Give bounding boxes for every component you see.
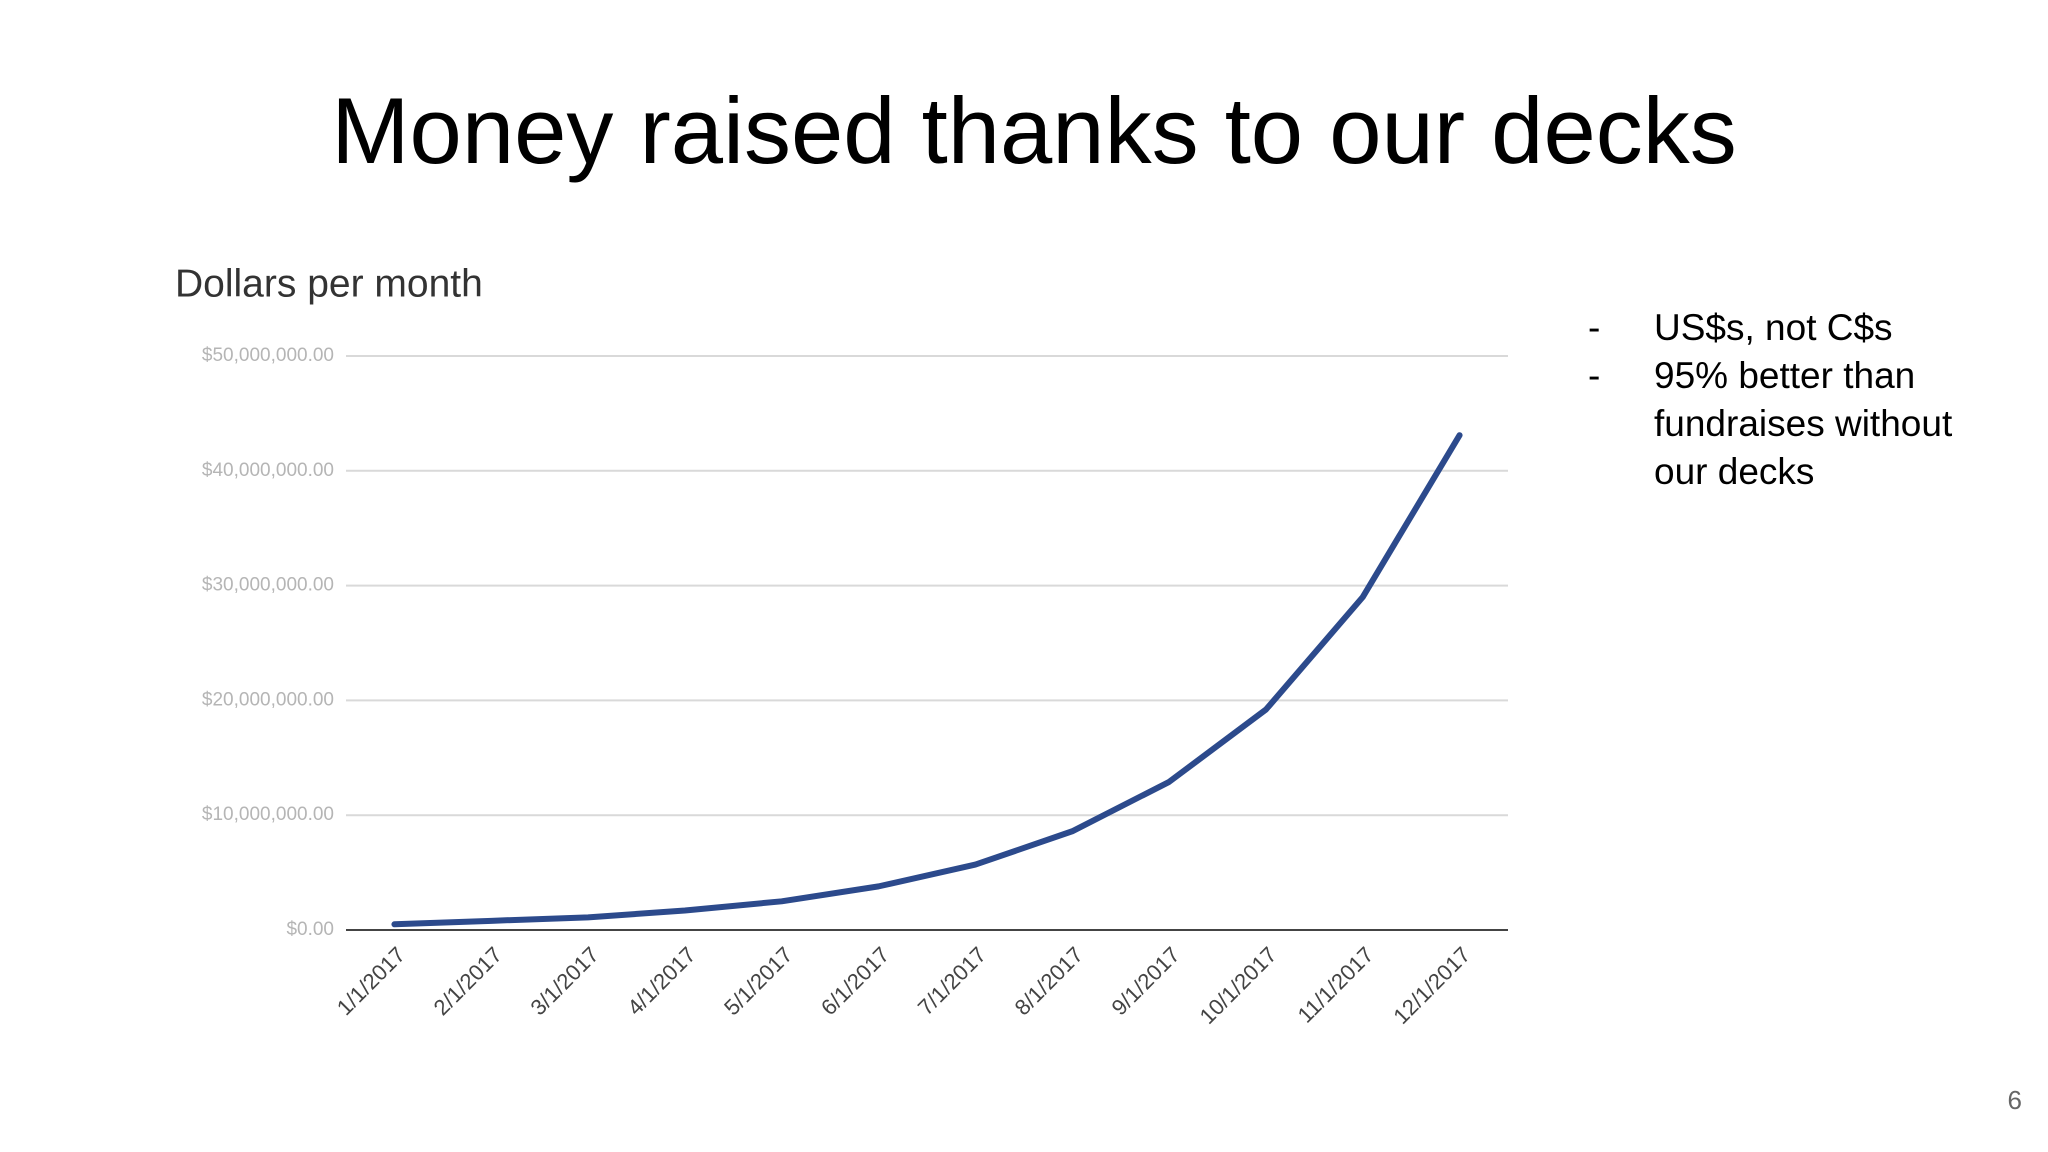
- y-tick-label: $0.00: [286, 919, 334, 940]
- y-tick-label: $10,000,000.00: [202, 804, 334, 825]
- slide-title: Money raised thanks to our decks: [331, 78, 1737, 183]
- y-tick-label: $30,000,000.00: [202, 575, 334, 596]
- x-tick-label: 11/1/2017: [1293, 942, 1379, 1028]
- y-tick-label: $20,000,000.00: [202, 689, 334, 710]
- chart-title: Dollars per month: [175, 262, 483, 305]
- y-tick-label: $50,000,000.00: [202, 345, 334, 366]
- x-tick-label: 2/1/2017: [429, 942, 507, 1020]
- x-tick-label: 10/1/2017: [1195, 942, 1282, 1029]
- line-series: [391, 432, 1463, 928]
- note: US$s, not C$s: [1588, 304, 2004, 352]
- x-tick-label: 6/1/2017: [816, 942, 894, 1020]
- page-number: 6: [2008, 1085, 2022, 1115]
- x-tick-label: 9/1/2017: [1106, 942, 1184, 1020]
- x-tick-label: 7/1/2017: [913, 942, 991, 1020]
- x-tick-label: 5/1/2017: [719, 942, 797, 1020]
- x-tick-label: 12/1/2017: [1388, 942, 1475, 1029]
- x-tick-label: 3/1/2017: [525, 942, 603, 1020]
- x-tick-label: 8/1/2017: [1010, 942, 1088, 1020]
- note: 95% better than fundraises without our d…: [1588, 352, 2004, 496]
- notes: US$s, not C$s 95% better than fundraises…: [1588, 304, 2004, 496]
- x-tick-label: 1/1/2017: [332, 942, 410, 1020]
- y-tick-label: $40,000,000.00: [202, 460, 334, 481]
- x-tick-label: 4/1/2017: [622, 942, 700, 1020]
